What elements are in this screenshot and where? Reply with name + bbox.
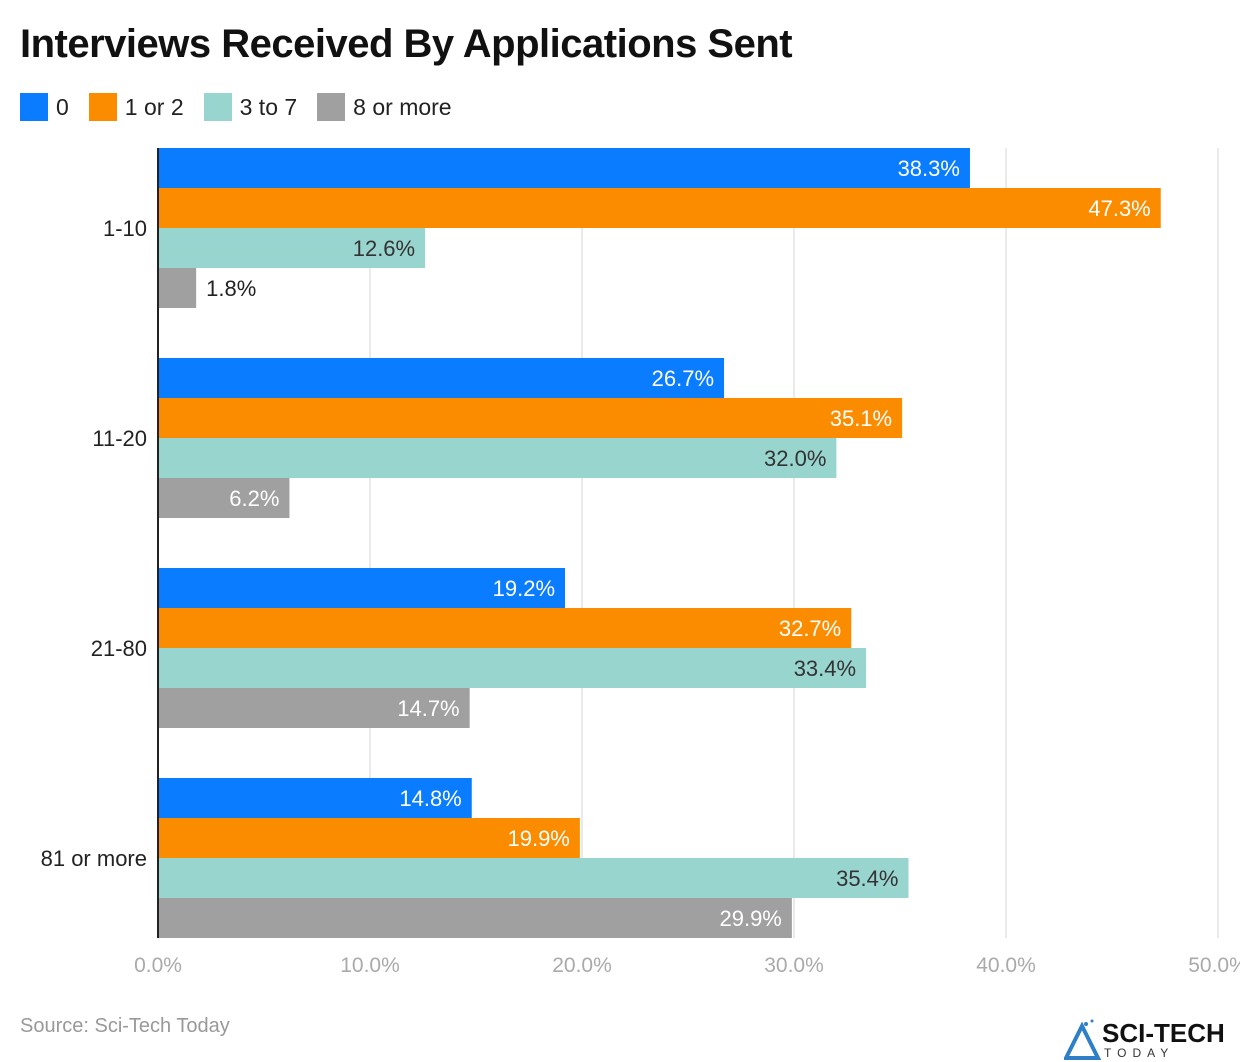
category-label: 81 or more [41, 846, 147, 871]
x-tick-label: 20.0% [552, 954, 612, 977]
legend-swatch [317, 93, 346, 121]
data-label: 35.4% [836, 866, 898, 891]
bar [158, 268, 197, 308]
legend-swatch [88, 93, 117, 121]
data-label: 33.4% [794, 656, 856, 681]
chart-title: Interviews Received By Applications Sent [20, 22, 793, 66]
bar [158, 858, 909, 898]
data-label: 14.7% [397, 696, 459, 721]
data-label: 35.1% [830, 406, 892, 431]
data-label: 32.7% [779, 616, 841, 641]
bar [158, 688, 470, 728]
legend-label: 8 or more [353, 93, 452, 120]
data-label: 6.2% [229, 486, 279, 511]
data-label: 14.8% [399, 786, 461, 811]
category-label: 21-80 [91, 636, 147, 661]
bar [158, 478, 290, 518]
data-label: 26.7% [652, 366, 714, 391]
legend-swatch [203, 93, 232, 121]
bar [158, 818, 580, 858]
svg-text:TODAY: TODAY [1104, 1046, 1174, 1060]
sci-tech-logo: SCI-TECH TODAY [1062, 1018, 1240, 1062]
data-label: 12.6% [353, 236, 415, 261]
bar [158, 188, 1161, 228]
bar [158, 778, 472, 818]
data-label: 38.3% [898, 156, 960, 181]
source-text: Source: Sci-Tech Today [20, 1015, 230, 1037]
x-tick-label: 50.0% [1188, 954, 1240, 977]
bar [158, 438, 837, 478]
legend-label: 3 to 7 [239, 93, 298, 120]
data-label: 1.8% [206, 276, 256, 301]
bar [158, 608, 852, 648]
x-tick-label: 40.0% [976, 954, 1036, 977]
bar [158, 398, 903, 438]
bar [158, 898, 792, 938]
legend-item: 8 or more [317, 93, 452, 121]
legend-label: 1 or 2 [124, 93, 184, 120]
bar [158, 228, 426, 268]
bar [158, 148, 970, 188]
plot-area: 0.0% 10.0% 20.0% 30.0% 40.0% 50.0% 1-10 38.3% 47… [41, 148, 1240, 977]
category-label: 1-10 [103, 216, 147, 241]
x-tick-label: 10.0% [340, 954, 400, 977]
data-label: 29.9% [719, 906, 781, 931]
legend-swatch [20, 93, 48, 121]
legend-label: 0 [56, 93, 69, 120]
data-label: 19.2% [493, 576, 555, 601]
data-label: 32.0% [764, 446, 826, 471]
bar [158, 568, 566, 608]
data-label: 47.3% [1088, 196, 1150, 221]
x-tick-label: 30.0% [764, 954, 824, 977]
x-tick-label: 0.0% [134, 954, 182, 977]
legend-item: 3 to 7 [203, 93, 298, 121]
legend: 0 1 or 2 3 to 7 8 or more [20, 93, 452, 121]
category-label: 11-20 [92, 426, 147, 451]
legend-item: 1 or 2 [88, 93, 184, 121]
bar [158, 648, 867, 688]
bar [158, 358, 725, 398]
svg-text:SCI-TECH: SCI-TECH [1102, 1018, 1225, 1048]
legend-item: 0 [20, 93, 69, 121]
data-label: 19.9% [507, 826, 569, 851]
